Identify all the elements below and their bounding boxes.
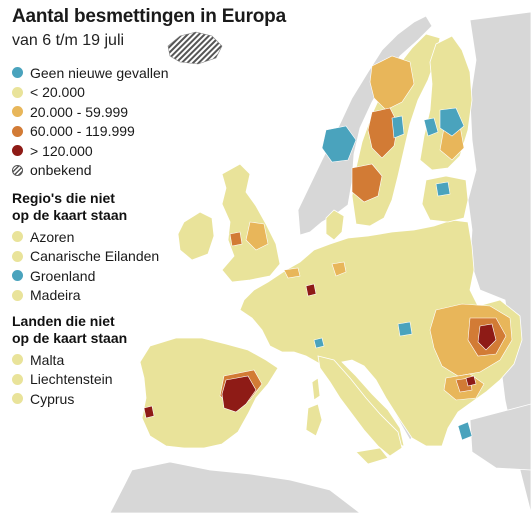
baltics-region bbox=[421, 175, 469, 223]
region-sweden-blue bbox=[391, 115, 405, 139]
denmark-region bbox=[325, 209, 345, 241]
iceland-region bbox=[167, 31, 223, 65]
region-norway-blue bbox=[321, 125, 357, 163]
blue-regions bbox=[313, 107, 473, 441]
red-regions bbox=[143, 283, 497, 419]
region-sweden-north bbox=[369, 55, 415, 111]
sardinia-region bbox=[305, 403, 323, 437]
eastern-europe-region bbox=[467, 11, 531, 513]
sicily-region bbox=[355, 447, 389, 465]
region-italy-blue bbox=[313, 337, 325, 349]
region-sweden-south bbox=[351, 163, 383, 203]
region-uk-midlands bbox=[245, 221, 269, 251]
turkey-region bbox=[469, 403, 531, 471]
region-lisbon bbox=[143, 405, 155, 419]
region-germany bbox=[331, 261, 347, 277]
region-croatia-blue bbox=[397, 321, 413, 337]
region-spain-catalonia bbox=[221, 375, 257, 413]
region-finland-blue-2 bbox=[423, 117, 439, 137]
region-belgium bbox=[283, 267, 301, 279]
region-finland-blue-1 bbox=[439, 107, 465, 137]
eu-land bbox=[139, 33, 523, 465]
ireland-region bbox=[177, 211, 215, 261]
italy-region bbox=[317, 355, 403, 457]
iberia-region bbox=[139, 337, 279, 449]
region-paris bbox=[305, 283, 317, 297]
region-greece-blue bbox=[457, 421, 473, 441]
corsica-region bbox=[311, 377, 321, 401]
north-africa-region bbox=[109, 461, 361, 513]
region-bulgaria-red bbox=[465, 375, 477, 387]
region-sweden-mid bbox=[367, 107, 399, 159]
region-uk-wales bbox=[229, 231, 243, 247]
region-baltic-blue bbox=[435, 181, 451, 197]
region-romania-red bbox=[477, 323, 497, 351]
orange-regions bbox=[219, 55, 513, 407]
